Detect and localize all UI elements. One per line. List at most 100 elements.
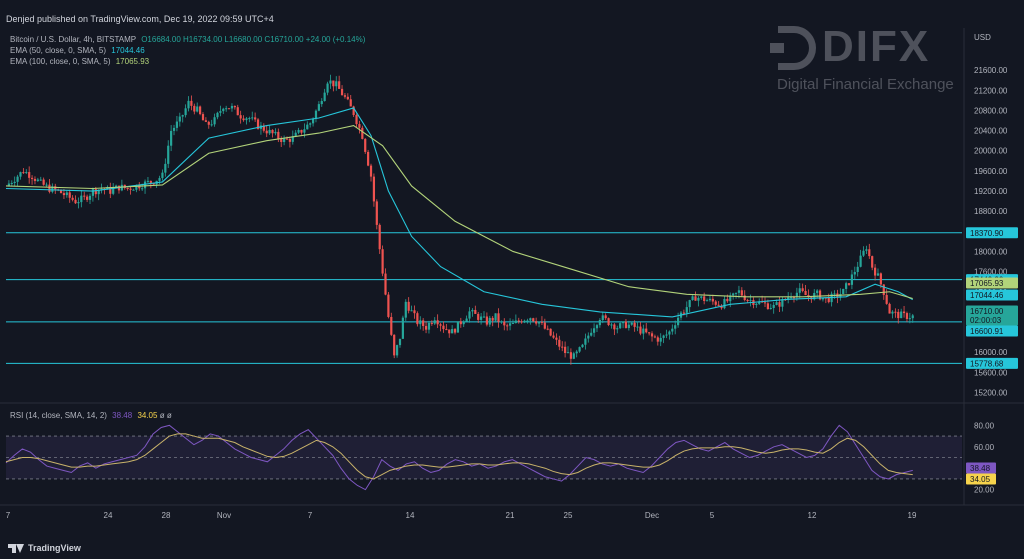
candle-body	[45, 184, 48, 186]
candle-body	[514, 320, 517, 323]
candle-body	[274, 131, 277, 134]
price-tag-last	[966, 305, 1018, 317]
ema50-row[interactable]: EMA (50, close, 0, SMA, 5) 17044.46	[10, 45, 365, 56]
candle-body	[451, 329, 454, 334]
candle-body	[456, 321, 460, 333]
rsi-ma-line[interactable]	[5, 433, 913, 480]
rsi-legend[interactable]: RSI (14, close, SMA, 14, 2) 38.48 34.05 …	[10, 411, 172, 420]
candle-body	[743, 295, 746, 301]
candle-body	[88, 195, 92, 200]
candle-body	[19, 172, 22, 177]
candle-body	[787, 297, 790, 300]
candle-body	[508, 323, 512, 326]
candle-body	[726, 298, 729, 302]
candle-body	[349, 99, 352, 107]
candle-body	[10, 183, 13, 185]
candle-body	[749, 300, 752, 302]
candle-body	[578, 347, 581, 352]
rsi-tag-label: 38.48	[970, 464, 991, 473]
candle-body	[549, 328, 552, 336]
candle-body	[729, 295, 732, 302]
candle-body	[25, 172, 28, 174]
candle-body	[500, 321, 503, 323]
price-tick-label: 19600.00	[974, 167, 1008, 176]
ema50-line[interactable]	[5, 107, 914, 318]
candle-body	[181, 115, 184, 117]
rsi-line[interactable]	[5, 424, 913, 491]
candle-body	[497, 313, 500, 322]
difx-watermark: DIFX Digital Financial Exchange	[770, 22, 962, 102]
time-tick-label: Nov	[217, 511, 231, 520]
tradingview-logo[interactable]: TradingView	[8, 543, 81, 553]
price-tick-label: 15200.00	[974, 388, 1008, 397]
candle-body	[821, 297, 825, 300]
candle-body	[245, 118, 248, 121]
watermark-brand: DIFX	[822, 22, 931, 71]
candle-body	[816, 290, 819, 293]
candle-body	[523, 320, 526, 323]
ema100-row[interactable]: EMA (100, close, 0, SMA, 5) 17065.93	[10, 56, 365, 67]
time-tick-label: 24	[104, 511, 113, 520]
time-tick-label: 19	[908, 511, 917, 520]
candle-body	[39, 179, 42, 181]
candle-body	[845, 283, 848, 289]
candle-body	[248, 118, 251, 120]
price-tick-label: 20800.00	[974, 106, 1008, 115]
candle-body	[398, 338, 402, 346]
candle-body	[407, 301, 410, 311]
candle-body	[216, 112, 219, 118]
candle-body	[879, 273, 882, 285]
candle-body	[613, 324, 616, 330]
candle-body	[378, 224, 381, 250]
price-tick-label: 16000.00	[974, 348, 1008, 357]
candle-body	[833, 293, 836, 295]
candle-body	[207, 121, 210, 125]
candle-body	[16, 176, 19, 182]
ema100-line[interactable]	[5, 124, 913, 300]
candle-body	[300, 129, 303, 133]
candle-body	[462, 321, 465, 325]
candle-body	[22, 172, 25, 174]
rsi-tick-label: 20.00	[974, 486, 995, 495]
candle-body	[36, 179, 39, 181]
candle-body	[908, 318, 911, 320]
symbol-row[interactable]: Bitcoin / U.S. Dollar, 4h, BITSTAMP O166…	[10, 34, 365, 45]
candle-body	[381, 249, 384, 274]
candle-body	[404, 301, 407, 318]
candle-body	[537, 321, 541, 324]
candle-body	[720, 305, 723, 309]
price-tag-level	[966, 357, 1018, 369]
candle-body	[630, 322, 633, 325]
rsi-visibility-icon[interactable]: ø ø	[159, 411, 172, 420]
candle-body	[401, 317, 404, 339]
candle-body	[187, 100, 190, 109]
candle-body	[708, 298, 712, 301]
candle-body	[546, 328, 549, 330]
candle-body	[184, 108, 187, 116]
time-tick-label: 7	[308, 511, 313, 520]
candle-body	[335, 81, 338, 87]
candle-body	[894, 311, 897, 313]
candle-body	[71, 197, 74, 200]
candle-body	[317, 104, 320, 111]
ema100-value: 17065.93	[115, 57, 150, 66]
footer-bar: TradingView	[0, 535, 1024, 559]
candle-body	[789, 297, 793, 299]
candle-body	[280, 138, 283, 143]
candle-body	[694, 296, 697, 301]
candle-body	[30, 177, 34, 179]
candle-body	[888, 303, 891, 314]
candle-body	[535, 321, 538, 324]
candle-body	[584, 338, 587, 345]
candle-body	[674, 325, 677, 329]
candle-body	[723, 298, 726, 309]
candle-body	[494, 313, 497, 321]
candle-body	[329, 80, 332, 84]
candle-body	[262, 125, 265, 131]
candle-body	[225, 108, 228, 110]
price-tag-label: 16600.91	[970, 327, 1004, 336]
candle-body	[164, 163, 167, 173]
candle-body	[485, 316, 488, 325]
header-bar: Denjed published on TradingView.com, Dec…	[0, 0, 1024, 28]
